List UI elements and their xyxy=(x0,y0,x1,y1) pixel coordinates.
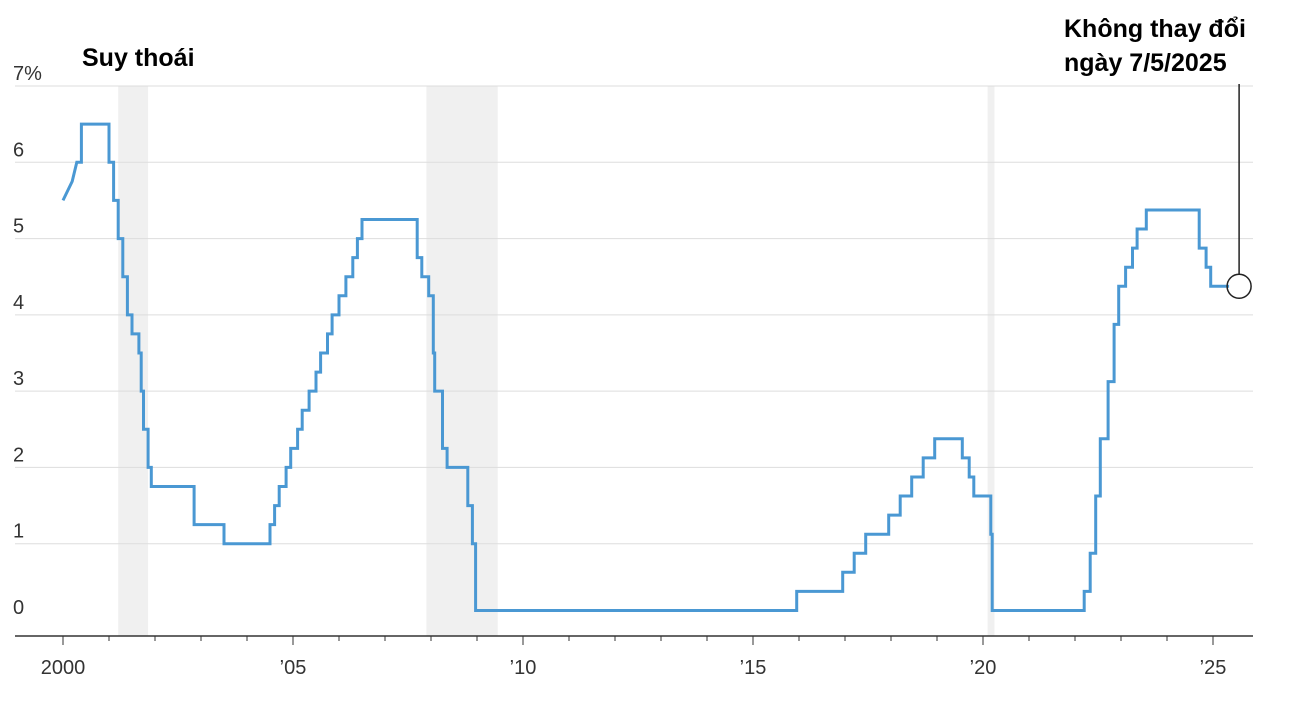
x-tick-label-2010: ’10 xyxy=(510,657,537,679)
y-tick-label-0: 0 xyxy=(13,597,24,619)
y-tick-label-1: 1 xyxy=(13,521,24,543)
series-lines xyxy=(61,122,1230,612)
gridlines xyxy=(15,85,1253,545)
latest-label-line2: ngày 7/5/2025 xyxy=(1064,49,1227,77)
y-axis-ticks: 0 1 2 3 4 5 6 7% xyxy=(13,63,42,619)
x-tick-label-2005: ’05 xyxy=(280,657,307,679)
recession-band-1 xyxy=(426,86,498,636)
recession-band-2 xyxy=(987,86,995,636)
y-tick-label-6: 6 xyxy=(13,139,24,161)
x-tick-label-2020: ’20 xyxy=(970,657,997,679)
y-tick-label-7: 7% xyxy=(13,63,42,85)
latest-value-marker xyxy=(1226,273,1252,299)
y-tick-label-4: 4 xyxy=(13,292,24,314)
y-tick-label-3: 3 xyxy=(13,368,24,390)
series-line-0 xyxy=(61,122,1230,612)
x-axis: 2000 ’05 ’10 ’15 ’20 ’25 xyxy=(15,635,1253,679)
x-tick-label-2000: 2000 xyxy=(41,657,86,679)
latest-callout: Không thay đổi ngày 7/5/2025 xyxy=(1064,15,1252,299)
recession-label: Suy thoái xyxy=(82,44,195,72)
recession-bands xyxy=(118,86,995,636)
recession-band-0 xyxy=(118,86,149,636)
x-tick-label-2015: ’15 xyxy=(740,657,767,679)
y-tick-label-2: 2 xyxy=(13,444,24,466)
y-tick-label-5: 5 xyxy=(13,216,24,238)
x-tick-label-2025: ’25 xyxy=(1200,657,1227,679)
latest-label-line1: Không thay đổi xyxy=(1064,15,1246,43)
